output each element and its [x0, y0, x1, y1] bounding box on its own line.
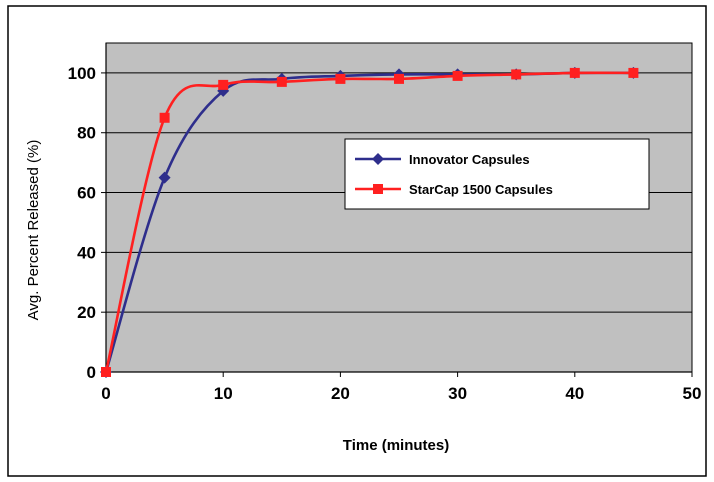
- legend-label-1: StarCap 1500 Capsules: [409, 182, 553, 197]
- y-tick-label-80: 80: [77, 124, 96, 143]
- y-tick-label-20: 20: [77, 303, 96, 322]
- x-tick-label-50: 50: [683, 384, 702, 403]
- x-tick-label-10: 10: [214, 384, 233, 403]
- legend-item-1: StarCap 1500 Capsules: [355, 182, 553, 197]
- y-tick-label-100: 100: [68, 64, 96, 83]
- y-axis-label: Avg. Percent Released (%): [25, 140, 42, 321]
- series-1-point-4: [335, 73, 346, 84]
- series-layer: [100, 66, 640, 378]
- series-1-point-9: [628, 67, 639, 78]
- series-1-point-1: [159, 112, 170, 123]
- series-1-point-5: [394, 73, 404, 84]
- legend-box: [344, 138, 650, 210]
- x-tick-label-0: 0: [101, 384, 110, 403]
- series-1-point-2: [218, 79, 229, 90]
- legend-label-0: Innovator Capsules: [409, 152, 530, 167]
- series-1-point-3: [276, 76, 287, 87]
- x-axis-label: Time (minutes): [343, 437, 449, 454]
- legend: Innovator Capsules StarCap 1500 Capsules: [344, 138, 650, 210]
- x-tick-label-40: 40: [565, 384, 584, 403]
- axes: [105, 43, 692, 373]
- series-0-point-1: [158, 171, 171, 184]
- y-tick-label-40: 40: [77, 243, 96, 262]
- legend-item-0: Innovator Capsules: [355, 152, 530, 167]
- y-tick-label-0: 0: [87, 363, 96, 382]
- series-1-point-7: [511, 69, 522, 80]
- legend-marker-0: [372, 153, 384, 165]
- y-tick-label-60: 60: [77, 184, 96, 203]
- x-tick-label-20: 20: [331, 384, 350, 403]
- series-1-point-8: [569, 67, 580, 78]
- x-tick-label-30: 30: [448, 384, 467, 403]
- tick-labels: 0 20 40 60 80 100 0 10 20 30 40 50: [68, 64, 702, 403]
- series-1: [101, 67, 639, 377]
- series-1-point-0: [101, 367, 111, 377]
- series-1-point-6: [452, 70, 463, 81]
- legend-marker-1: [373, 184, 383, 194]
